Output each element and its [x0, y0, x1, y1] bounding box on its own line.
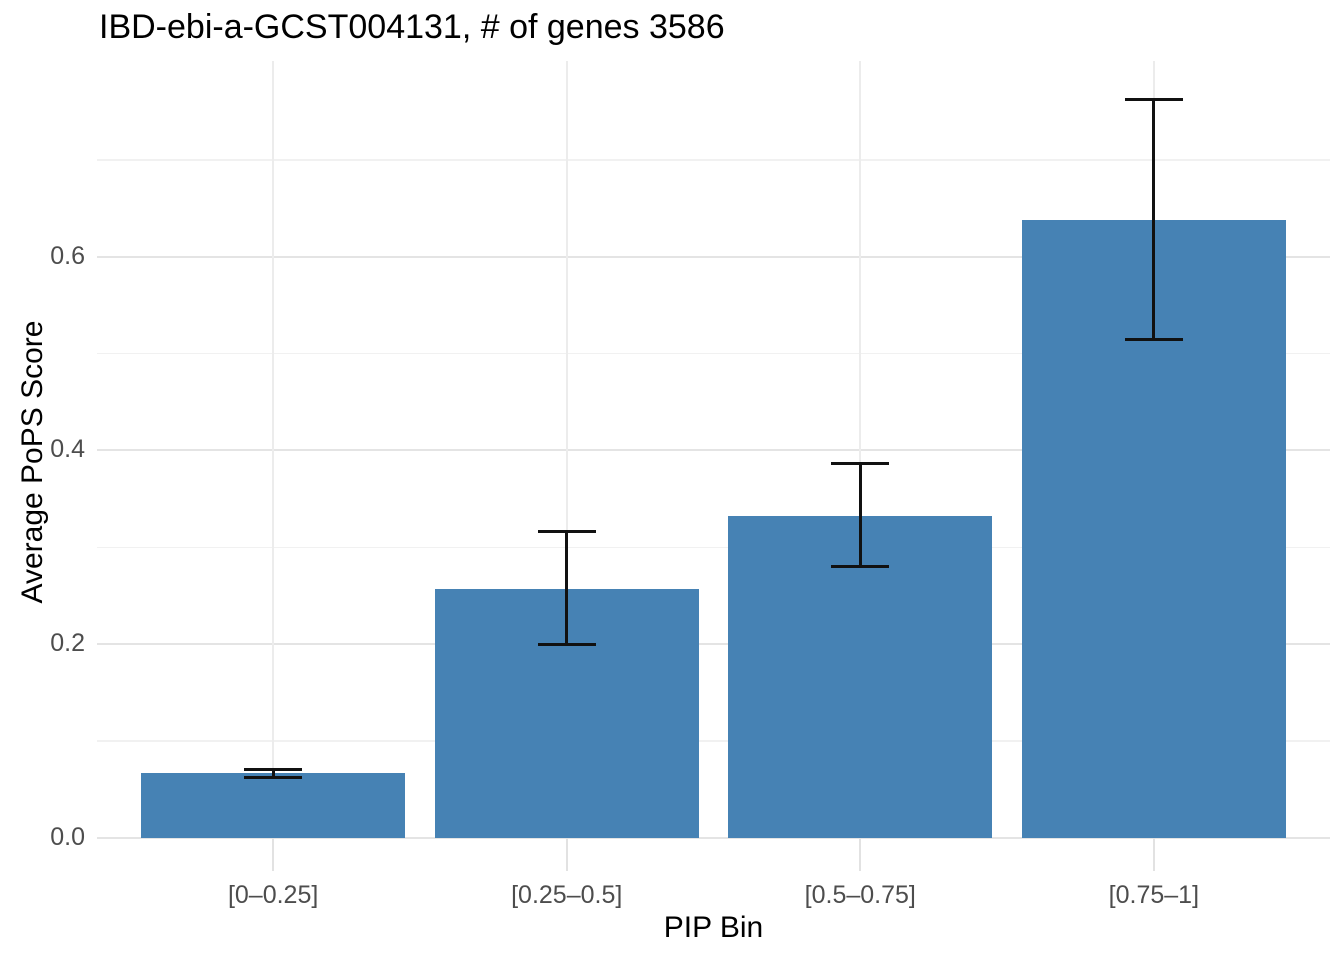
x-tick-label: [0.25–0.5]	[511, 881, 623, 909]
error-bar-cap-bottom	[831, 565, 890, 569]
y-tick-label: 0.0	[50, 823, 85, 851]
error-bar-cap-bottom	[1124, 337, 1183, 341]
bar-[0.5–0.75]	[728, 516, 992, 838]
error-bar-cap-top	[244, 767, 303, 771]
error-bar-line	[565, 531, 569, 645]
plot-panel	[97, 61, 1330, 839]
x-tick-label: [0.75–1]	[1108, 881, 1200, 909]
gridline-vertical	[272, 61, 275, 838]
y-tick-label: 0.2	[50, 629, 85, 658]
error-bar-cap-top	[1124, 98, 1183, 102]
x-axis-tick	[272, 838, 275, 871]
bar-[0–0.25]	[141, 773, 405, 838]
error-bar-line	[271, 769, 275, 778]
gridline-major	[97, 449, 1330, 452]
gridline-minor	[97, 740, 1330, 742]
y-tick-label: 0.6	[50, 241, 85, 270]
error-bar-cap-top	[831, 461, 890, 465]
gridline-minor	[97, 546, 1330, 549]
error-bar-cap-bottom	[537, 642, 596, 646]
gridline-major	[97, 643, 1330, 646]
chart-title: IBD-ebi-a-GCST004131, # of genes 3586	[99, 8, 725, 46]
gridline-minor	[97, 159, 1330, 161]
gridline-vertical	[565, 61, 568, 838]
x-axis-tick	[859, 838, 862, 871]
x-tick-label: [0–0.25]	[227, 881, 319, 909]
gridline-minor	[97, 352, 1330, 355]
x-axis-tick	[565, 838, 568, 871]
gridline-vertical	[859, 61, 862, 838]
error-bar-line	[1152, 99, 1156, 340]
x-axis-tick	[1152, 838, 1155, 871]
x-axis-title: PIP Bin	[663, 911, 764, 944]
y-tick-label: 0.4	[50, 435, 85, 464]
gridline-major	[97, 837, 1330, 839]
x-tick-label: [0.5–0.75]	[804, 881, 916, 909]
error-bar-cap-top	[537, 530, 596, 534]
error-bar-cap-bottom	[244, 776, 303, 780]
error-bar-line	[858, 463, 862, 567]
gridline-major	[97, 255, 1330, 258]
